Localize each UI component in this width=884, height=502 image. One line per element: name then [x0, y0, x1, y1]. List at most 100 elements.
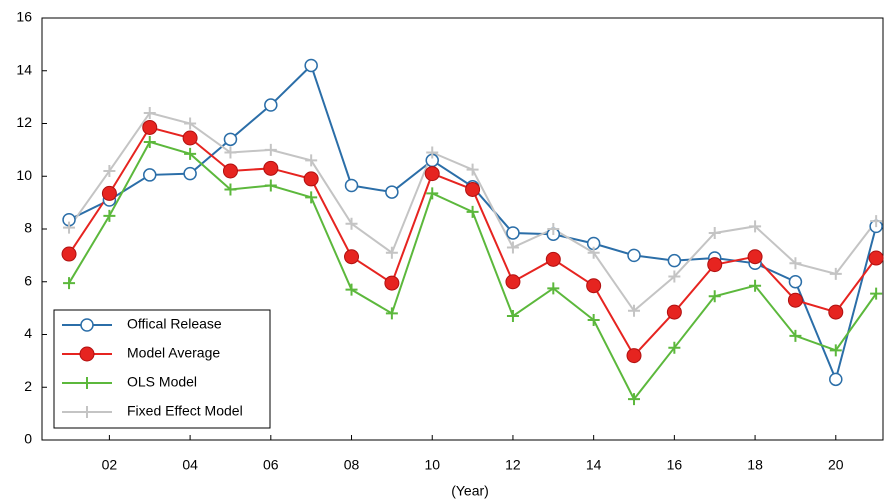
marker [224, 146, 237, 159]
marker [789, 329, 802, 342]
marker [829, 344, 842, 357]
marker [666, 304, 682, 320]
marker [344, 249, 360, 265]
legend-label: Model Average [127, 345, 220, 361]
marker [627, 248, 641, 263]
marker [426, 146, 439, 159]
marker [344, 178, 359, 193]
marker [222, 163, 238, 179]
marker [545, 251, 561, 267]
y-tick-label: 16 [16, 9, 32, 25]
marker [184, 117, 197, 130]
y-tick-label: 10 [16, 167, 32, 183]
marker [103, 209, 116, 222]
marker [628, 304, 641, 317]
marker [547, 223, 560, 235]
marker [547, 282, 560, 295]
marker [385, 185, 399, 199]
legend-label: Fixed Effect Model [127, 403, 243, 419]
marker [829, 372, 843, 387]
marker [749, 279, 762, 292]
marker [304, 58, 318, 73]
marker [870, 287, 883, 300]
marker [385, 307, 398, 320]
marker [788, 275, 803, 289]
marker [747, 249, 763, 265]
y-tick-label: 0 [24, 431, 32, 447]
marker [587, 246, 600, 259]
marker [667, 253, 682, 268]
marker [63, 277, 76, 290]
marker [708, 226, 721, 239]
marker [426, 187, 439, 200]
y-tick-label: 12 [16, 114, 32, 130]
marker [264, 143, 277, 156]
marker [628, 393, 641, 406]
x-axis-label: (Year) [451, 483, 489, 499]
marker [264, 98, 278, 112]
marker [63, 221, 76, 234]
y-tick-label: 4 [24, 325, 32, 341]
marker [506, 241, 519, 254]
marker [184, 147, 197, 160]
marker [263, 160, 279, 176]
marker [305, 154, 318, 167]
marker [506, 310, 519, 323]
marker [505, 274, 521, 290]
marker [868, 250, 884, 266]
marker [465, 181, 481, 197]
marker [81, 377, 93, 389]
y-tick-label: 2 [24, 378, 32, 394]
marker [264, 179, 277, 192]
y-tick-label: 8 [24, 220, 32, 236]
marker [708, 290, 721, 303]
marker [424, 166, 440, 182]
marker [626, 348, 642, 364]
x-tick-label: 12 [505, 457, 521, 473]
x-tick-label: 18 [747, 457, 763, 473]
marker [668, 270, 681, 283]
marker [303, 171, 319, 187]
x-tick-label: 02 [102, 457, 118, 473]
y-tick-label: 14 [16, 61, 32, 77]
legend-label: OLS Model [127, 374, 197, 390]
marker [345, 217, 358, 230]
y-tick-label: 6 [24, 272, 32, 288]
marker [305, 191, 318, 204]
marker [345, 283, 358, 296]
marker [789, 257, 802, 270]
marker [707, 257, 723, 273]
x-tick-label: 16 [667, 457, 683, 473]
marker [182, 130, 198, 146]
marker [506, 226, 520, 240]
marker [183, 166, 197, 181]
marker [80, 318, 94, 332]
x-tick-label: 14 [586, 457, 602, 473]
marker [142, 119, 158, 135]
marker [870, 215, 883, 228]
x-tick-label: 20 [828, 457, 844, 473]
legend: Offical Release Model Average OLS Model Fix… [53, 309, 271, 429]
marker [103, 164, 116, 177]
marker [224, 183, 237, 196]
x-tick-label: 04 [182, 457, 198, 473]
legend-label: Offical Release [127, 316, 222, 332]
x-tick-label: 08 [344, 457, 360, 473]
marker [385, 246, 398, 259]
marker [142, 168, 157, 182]
x-tick-label: 06 [263, 457, 279, 473]
marker [668, 341, 681, 354]
marker [787, 292, 803, 308]
marker [749, 220, 762, 233]
marker [223, 132, 238, 147]
marker [586, 278, 602, 294]
marker [61, 246, 77, 262]
marker [384, 275, 400, 291]
marker [79, 346, 95, 362]
marker [143, 106, 156, 119]
marker [829, 267, 842, 280]
x-tick-label: 10 [424, 457, 440, 473]
marker [587, 313, 600, 326]
marker [828, 304, 844, 320]
